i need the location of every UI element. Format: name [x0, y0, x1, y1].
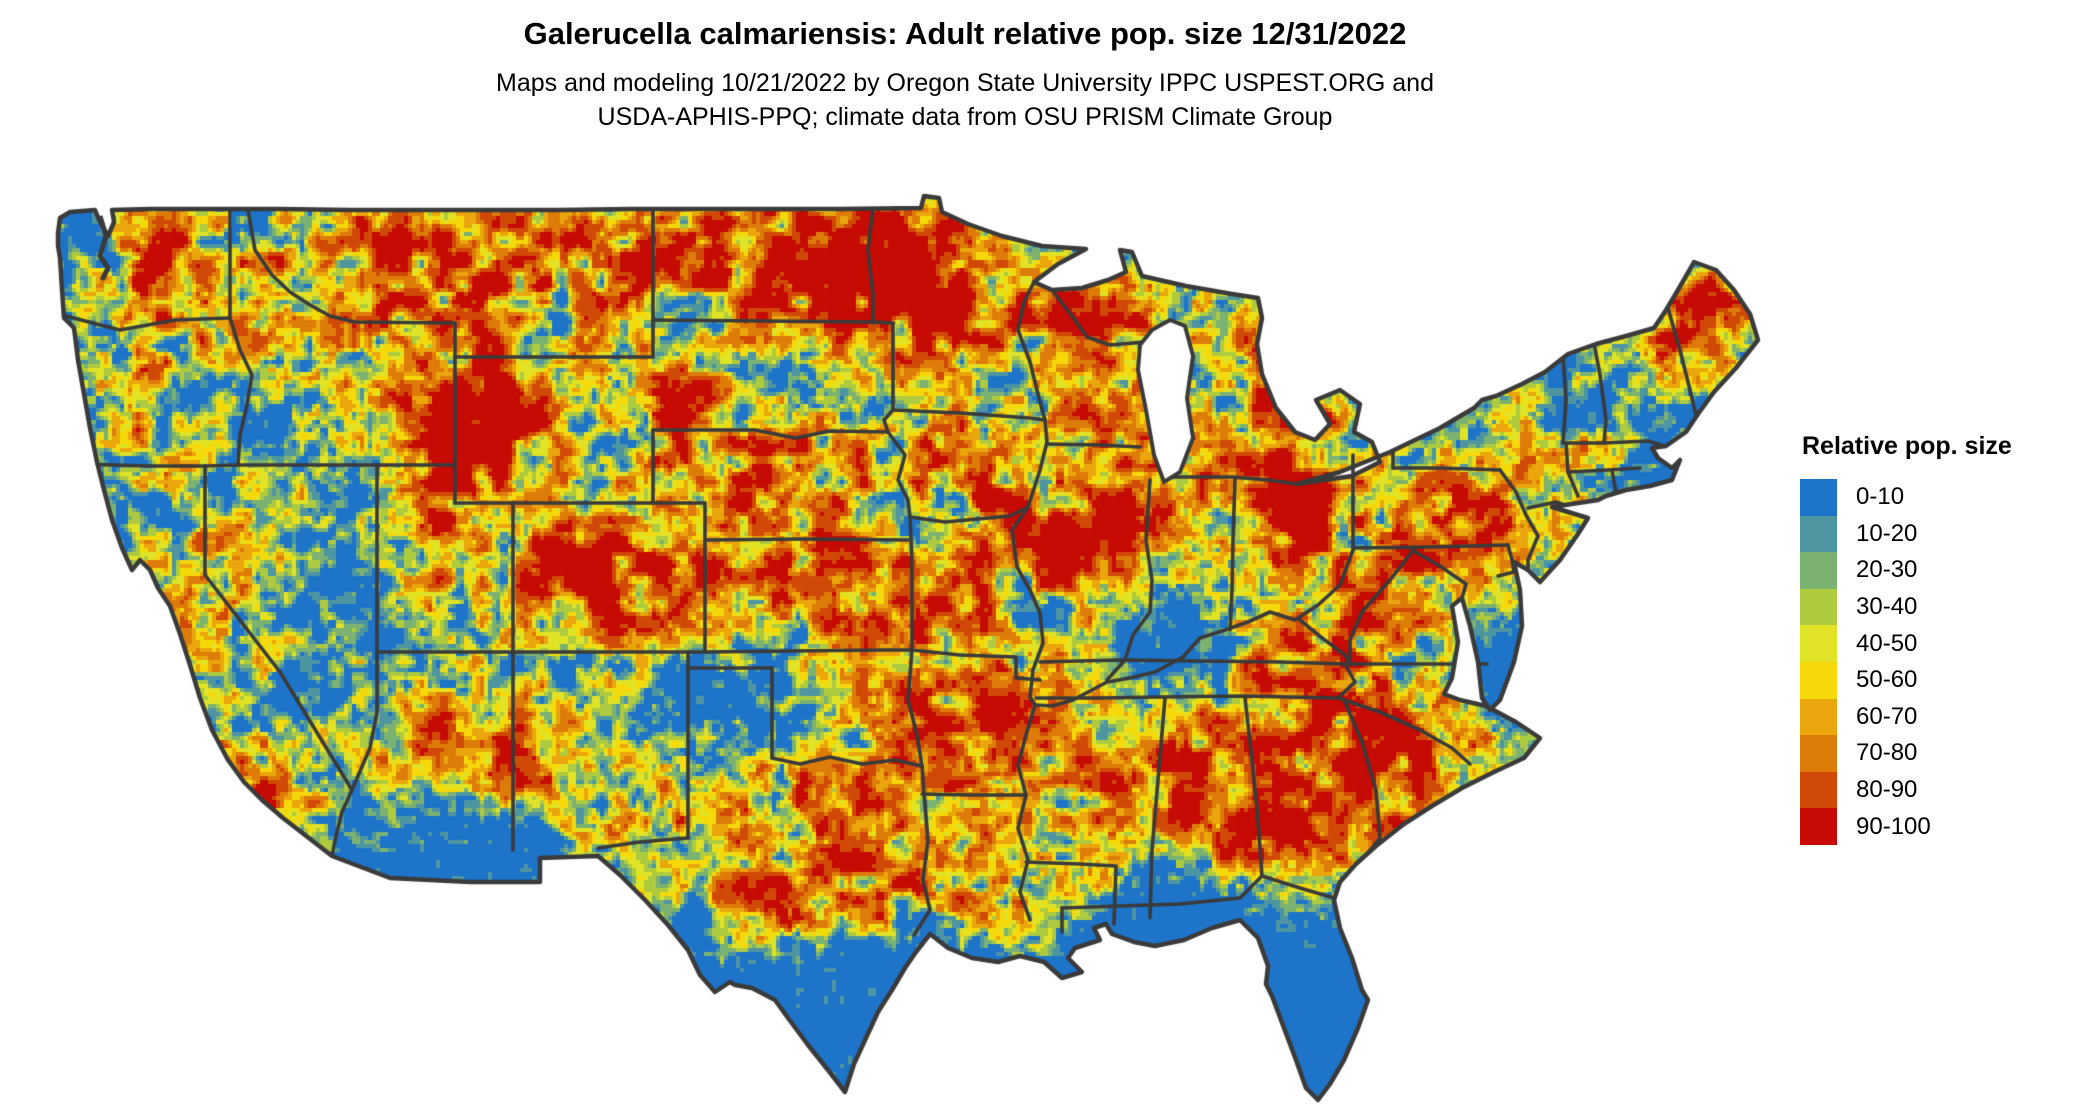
- legend-swatch: [1800, 588, 1837, 626]
- legend-row: 60-70: [1800, 698, 2012, 736]
- legend-swatch: [1800, 479, 1837, 516]
- legend-label: 30-40: [1856, 593, 1918, 621]
- legend-swatch: [1800, 698, 1837, 736]
- legend-swatch: [1800, 552, 1837, 589]
- legend-row: 30-40: [1800, 588, 2012, 626]
- legend-row: 90-100: [1800, 808, 2012, 845]
- legend-swatch: [1800, 735, 1837, 772]
- legend-title: Relative pop. size: [1802, 432, 2012, 460]
- legend-row: 10-20: [1800, 515, 2012, 553]
- legend-row: 70-80: [1800, 735, 2012, 772]
- legend-label: 20-30: [1856, 556, 1918, 584]
- legend-row: 50-60: [1800, 661, 2012, 699]
- legend-row: 40-50: [1800, 625, 2012, 662]
- legend-label: 90-100: [1856, 812, 1931, 840]
- legend-label: 50-60: [1856, 666, 1918, 694]
- legend-label: 10-20: [1856, 519, 1918, 547]
- legend-label: 70-80: [1856, 739, 1918, 767]
- legend-swatch: [1800, 771, 1837, 809]
- legend-swatch: [1800, 808, 1837, 845]
- legend-rows: 0-10 10-20 20-30 30-40 40-50 50-60 60-70 70-80 8…: [1800, 479, 2012, 845]
- map-legend: Relative pop. size 0-10 10-20 20-30 30-40 40…: [1800, 432, 2012, 845]
- legend-row: 20-30: [1800, 552, 2012, 589]
- legend-row: 80-90: [1800, 771, 2012, 809]
- legend-row: 0-10: [1800, 479, 2012, 516]
- legend-label: 80-90: [1856, 776, 1918, 804]
- legend-label: 0-10: [1856, 483, 1905, 511]
- legend-label: 40-50: [1856, 629, 1918, 657]
- legend-swatch: [1800, 515, 1837, 553]
- legend-label: 60-70: [1856, 702, 1918, 730]
- legend-swatch: [1800, 625, 1837, 662]
- legend-swatch: [1800, 661, 1837, 699]
